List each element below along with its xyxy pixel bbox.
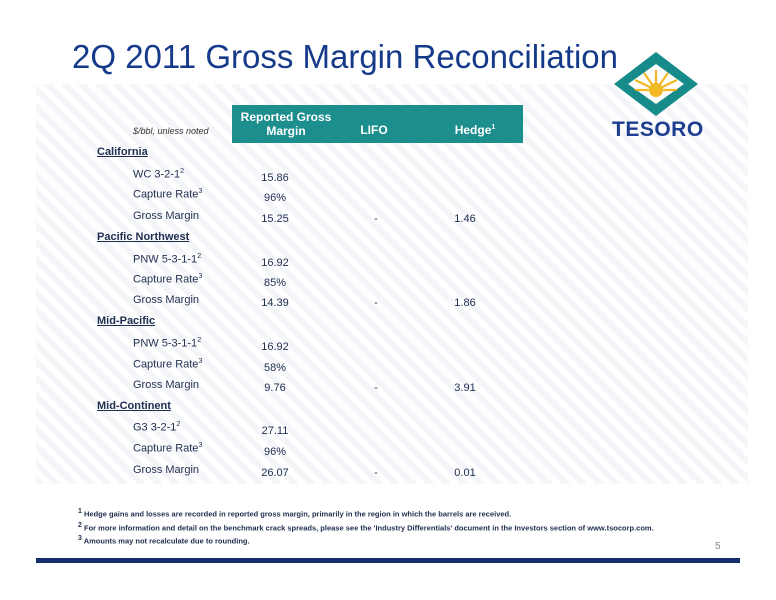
benchmark-sup: 2 bbox=[197, 337, 202, 344]
gross-margin-value: 9.76 bbox=[264, 382, 286, 394]
region-pacific-northwest: Pacific Northwest bbox=[97, 231, 190, 243]
benchmark-label: PNW 5-3-1-12 bbox=[133, 337, 201, 350]
footnote-sup: 3 bbox=[78, 535, 82, 542]
tesoro-logo-icon bbox=[614, 52, 698, 116]
gross-margin-label: Gross Margin bbox=[133, 294, 200, 306]
benchmark-label-text: G3 3-2-1 bbox=[133, 421, 177, 434]
region-california: California bbox=[97, 146, 148, 158]
footnote: 1 Hedge gains and losses are recorded in… bbox=[78, 506, 654, 520]
page-number: 5 bbox=[715, 541, 721, 552]
benchmark-value: 16.92 bbox=[261, 341, 289, 353]
benchmark-sup: 2 bbox=[180, 168, 184, 175]
benchmark-sup: 2 bbox=[197, 253, 202, 260]
page-title: 2Q 2011 Gross Margin Reconciliation bbox=[72, 38, 618, 75]
capture-rate-label: Capture Rate3 bbox=[133, 358, 202, 371]
footnote-sup: 1 bbox=[78, 508, 82, 515]
capture-rate-label-text: Capture Rate bbox=[133, 273, 199, 286]
benchmark-label: PNW 5-3-1-12 bbox=[133, 253, 201, 266]
capture-rate-sup: 3 bbox=[198, 358, 203, 365]
capture-rate-sup: 3 bbox=[198, 442, 203, 449]
benchmark-value: 15.86 bbox=[261, 172, 289, 184]
footnote: 2 For more information and detail on the… bbox=[78, 520, 654, 534]
footnote-sup: 2 bbox=[78, 521, 82, 529]
capture-rate-label-text: Capture Rate bbox=[133, 442, 199, 455]
header-hedge: Hedge1 bbox=[440, 123, 510, 137]
capture-rate-label-text: Capture Rate bbox=[133, 188, 199, 201]
lifo-value: - bbox=[374, 213, 378, 225]
benchmark-label: WC 3-2-12 bbox=[133, 168, 184, 181]
header-reported-line1: Reported Gross bbox=[240, 110, 332, 124]
gross-margin-value: 14.39 bbox=[261, 297, 289, 309]
benchmark-label-text: WC 3-2-1 bbox=[133, 168, 181, 181]
hedge-value: 1.46 bbox=[454, 213, 476, 225]
hedge-value: 0.01 bbox=[454, 467, 476, 479]
lifo-value: - bbox=[374, 382, 378, 394]
capture-rate-label: Capture Rate3 bbox=[133, 188, 202, 201]
table-header: Reported Gross Margin LIFO Hedge1 bbox=[232, 105, 523, 143]
gross-margin-label: Gross Margin bbox=[133, 379, 200, 391]
capture-rate-value: 96% bbox=[263, 192, 287, 204]
gross-margin-value: 15.25 bbox=[261, 213, 289, 225]
footnotes: 1 Hedge gains and losses are recorded in… bbox=[78, 506, 654, 547]
hedge-value: 3.91 bbox=[454, 382, 476, 394]
header-lifo: LIFO bbox=[360, 123, 388, 137]
benchmark-value: 27.11 bbox=[261, 425, 289, 437]
capture-rate-label: Capture Rate3 bbox=[133, 442, 202, 455]
table-background bbox=[36, 84, 748, 484]
region-mid-continent: Mid-Continent bbox=[97, 400, 171, 412]
header-reported-gross-margin: Reported Gross Margin bbox=[236, 110, 336, 138]
footer-divider bbox=[36, 558, 740, 563]
lifo-value: - bbox=[374, 297, 378, 309]
capture-rate-label: Capture Rate3 bbox=[133, 273, 202, 286]
gross-margin-label: Gross Margin bbox=[133, 464, 200, 476]
capture-rate-label-text: Capture Rate bbox=[133, 358, 199, 371]
footnote-text: For more information and detail on the b… bbox=[81, 523, 654, 532]
hedge-value: 1.86 bbox=[454, 297, 476, 309]
lifo-value: - bbox=[374, 467, 378, 479]
logo-mark bbox=[614, 52, 698, 116]
capture-rate-value: 96% bbox=[263, 446, 287, 458]
benchmark-value: 16.92 bbox=[261, 257, 289, 269]
capture-rate-sup: 3 bbox=[198, 188, 203, 195]
units-note: $/bbl, unless noted bbox=[133, 126, 209, 136]
benchmark-label-text: PNW 5-3-1-1 bbox=[133, 253, 198, 266]
logo-wordmark: TESORO bbox=[612, 118, 704, 141]
footnote-text: Hedge gains and losses are recorded in r… bbox=[81, 509, 512, 519]
capture-rate-sup: 3 bbox=[198, 273, 203, 280]
gross-margin-label: Gross Margin bbox=[133, 210, 200, 222]
footnote: 3 Amounts may not recalculate due to rou… bbox=[78, 533, 654, 547]
region-mid-pacific: Mid-Pacific bbox=[97, 315, 156, 327]
header-hedge-label: Hedge bbox=[454, 123, 492, 137]
benchmark-label-text: PNW 5-3-1-1 bbox=[133, 337, 198, 350]
benchmark-sup: 2 bbox=[176, 421, 181, 428]
footnote-text: Amounts may not recalculate due to round… bbox=[81, 536, 250, 546]
capture-rate-value: 58% bbox=[263, 362, 287, 374]
benchmark-label: G3 3-2-12 bbox=[133, 421, 180, 434]
header-hedge-sup: 1 bbox=[491, 124, 496, 131]
gross-margin-value: 26.07 bbox=[261, 467, 289, 479]
header-reported-line2: Margin bbox=[266, 124, 306, 138]
capture-rate-value: 85% bbox=[263, 277, 287, 289]
